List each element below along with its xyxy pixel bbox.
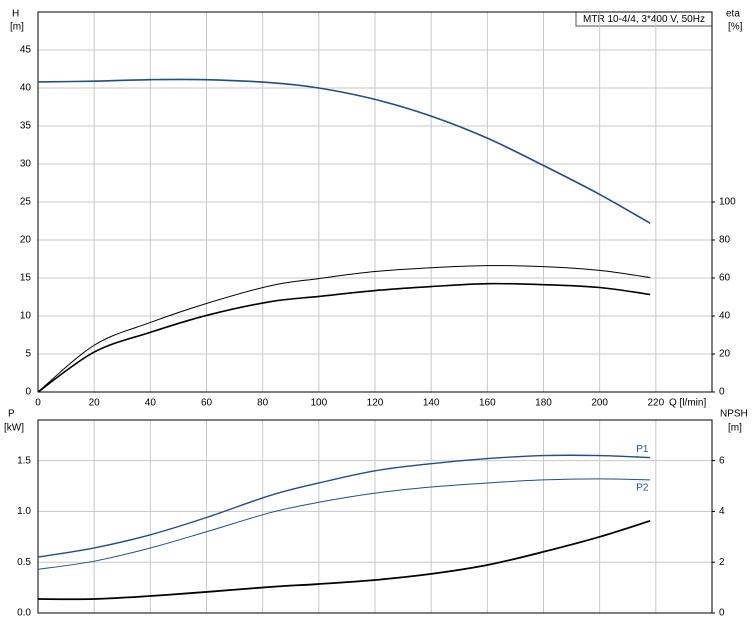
chart-title: MTR 10-4/4, 3*400 V, 50Hz (583, 14, 705, 25)
y2-tick-label: 100 (719, 197, 736, 208)
y2-tick-label: 0 (719, 608, 725, 619)
series-label: P2 (636, 483, 649, 494)
y2-tick-label: 2 (719, 557, 725, 568)
y-axis-unit: [kW] (4, 423, 24, 434)
y-tick-label: 1.5 (17, 455, 31, 466)
y-tick-label: 5 (25, 349, 31, 360)
x-tick-label: 80 (257, 398, 269, 409)
y-tick-label: 10 (20, 311, 32, 322)
x-tick-label: 60 (201, 398, 213, 409)
y2-tick-label: 6 (719, 455, 725, 466)
y2-tick-label: 60 (719, 273, 731, 284)
x-axis-label: Q [l/min] (669, 398, 706, 409)
x-tick-label: 0 (35, 398, 41, 409)
y-tick-label: 15 (20, 273, 32, 284)
y-tick-label: 0.0 (17, 608, 31, 619)
y-tick-label: 20 (20, 235, 32, 246)
y-tick-label: 1.0 (17, 506, 31, 517)
curve (37, 282, 651, 393)
y-tick-label: 45 (20, 45, 32, 56)
y-tick-label: 30 (20, 159, 32, 170)
curve (37, 478, 651, 570)
x-tick-label: 180 (535, 398, 552, 409)
y2-tick-label: 40 (719, 311, 731, 322)
y2-tick-label: 4 (719, 506, 725, 517)
y-tick-label: 35 (20, 121, 32, 132)
y2-tick-label: 0 (719, 387, 725, 398)
x-tick-label: 140 (423, 398, 440, 409)
curve (37, 265, 651, 393)
y-axis-label: P (8, 409, 15, 420)
y2-axis-unit: [%] (728, 22, 743, 33)
x-tick-label: 20 (89, 398, 101, 409)
x-tick-label: 220 (647, 398, 664, 409)
y-tick-label: 0.5 (17, 557, 31, 568)
y2-axis-label: NPSH (720, 409, 748, 420)
y-tick-label: 40 (20, 83, 32, 94)
y2-axis-label: eta (726, 9, 740, 20)
curve (37, 78, 651, 224)
y-axis-unit: [m] (10, 22, 24, 33)
plot-frame (37, 419, 713, 614)
curve (37, 519, 651, 601)
series-label: P1 (636, 444, 649, 455)
y-tick-label: 0 (25, 387, 31, 398)
x-tick-label: 120 (367, 398, 384, 409)
y2-tick-label: 80 (719, 235, 731, 246)
x-tick-label: 40 (145, 398, 157, 409)
y-axis-label: H (12, 9, 19, 20)
x-tick-label: 200 (591, 398, 608, 409)
y2-axis-unit: [m] (728, 423, 742, 434)
x-tick-label: 100 (310, 398, 327, 409)
y-tick-label: 25 (20, 197, 32, 208)
x-tick-label: 160 (479, 398, 496, 409)
plot-frame (37, 11, 713, 393)
curve (37, 454, 651, 558)
y2-tick-label: 20 (719, 349, 731, 360)
